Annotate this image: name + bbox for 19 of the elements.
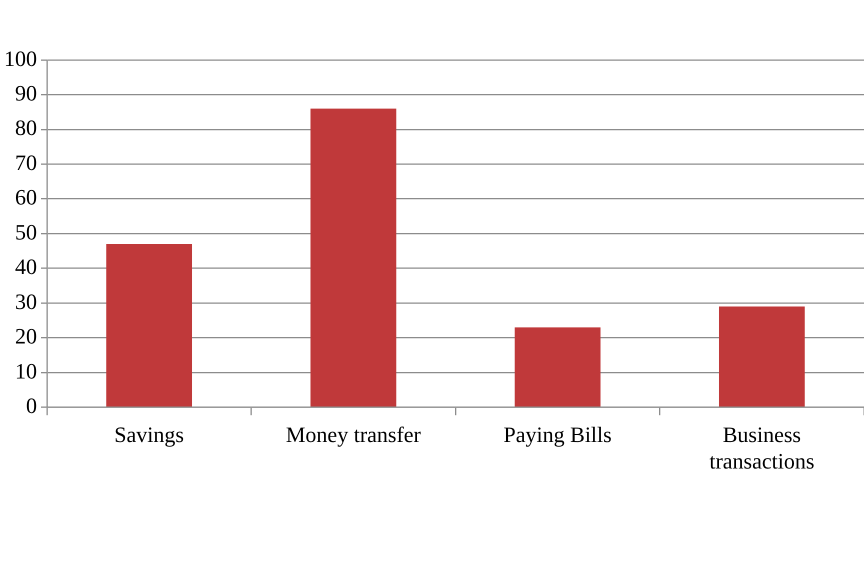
bar [106, 244, 192, 407]
y-tick-label: 90 [15, 80, 37, 106]
y-tick-label: 0 [26, 392, 37, 418]
bar [310, 108, 396, 407]
bar [718, 306, 805, 407]
y-tick-label: 30 [15, 288, 37, 314]
x-tick-label: Savings [114, 422, 184, 448]
y-tick-label: 50 [15, 219, 37, 244]
y-tick-label: 40 [15, 254, 37, 280]
y-tick-label: 80 [15, 115, 37, 140]
x-tick-label: Business transactions [709, 422, 814, 474]
bar [514, 327, 601, 407]
y-tick-label: 100 [4, 46, 37, 71]
y-tick-label: 70 [15, 150, 37, 175]
x-tick-label: Paying Bills [504, 422, 612, 448]
y-tick-label: 60 [15, 184, 37, 210]
y-tick-label: 20 [15, 324, 37, 349]
x-tick-label: Money transfer [286, 422, 422, 448]
y-tick-label: 10 [15, 358, 37, 384]
